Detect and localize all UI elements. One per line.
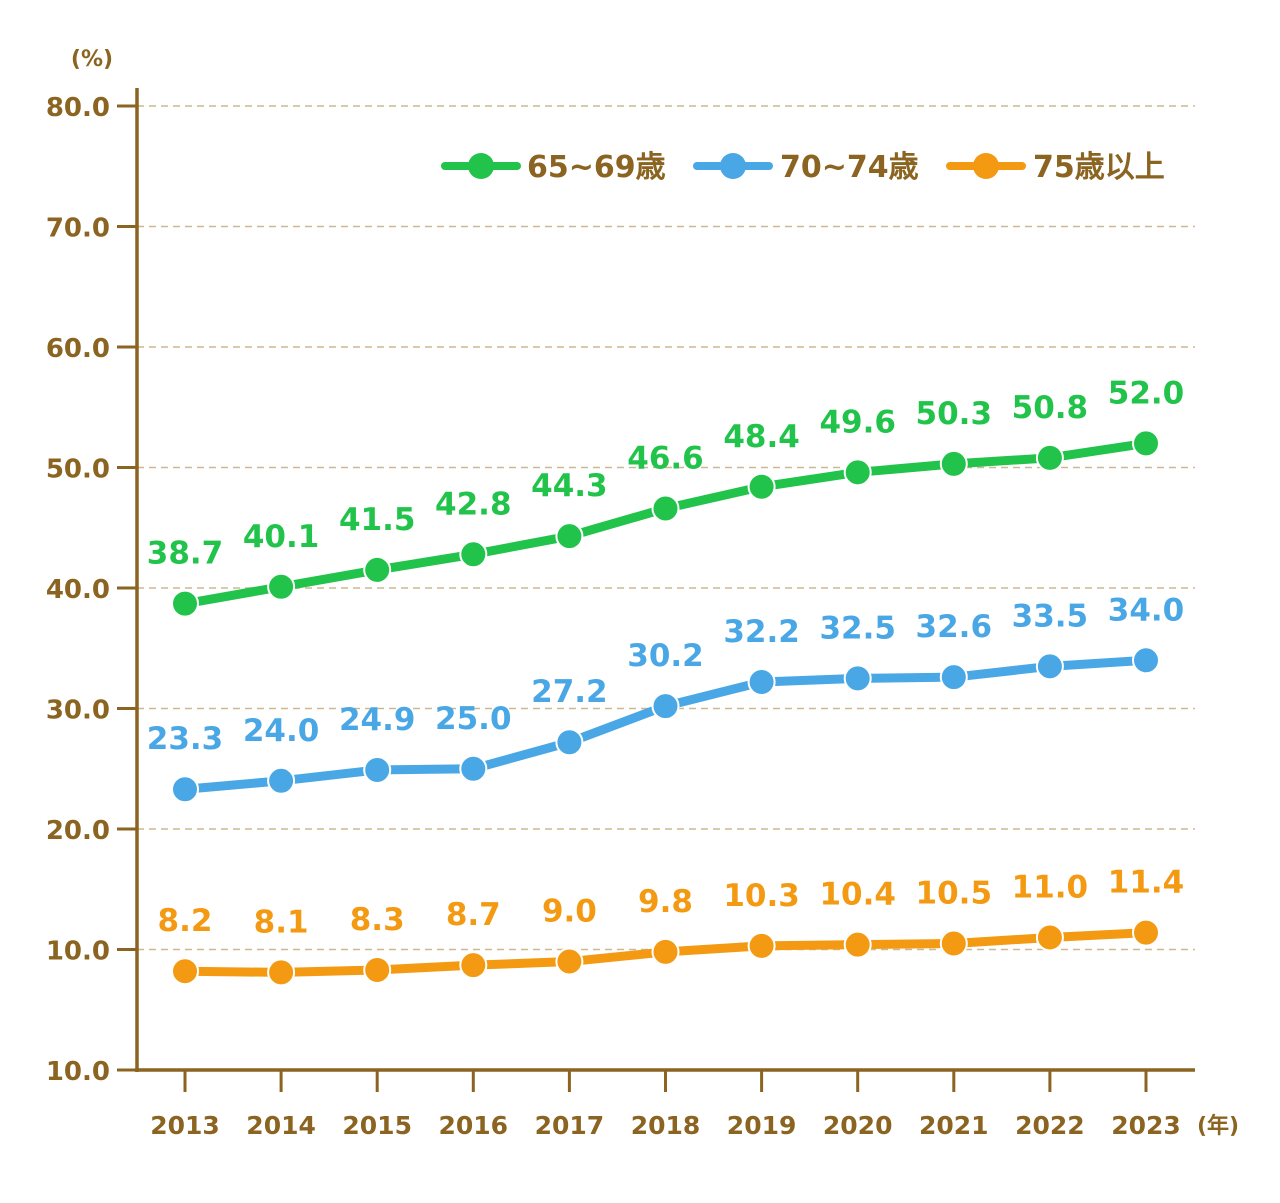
data-label: 32.5 xyxy=(819,610,896,646)
x-tick-label: 2019 xyxy=(727,1111,797,1140)
data-point xyxy=(363,555,392,584)
data-point xyxy=(1132,918,1160,947)
data-label: 50.8 xyxy=(1012,390,1089,426)
data-label: 10.4 xyxy=(819,877,896,913)
y-axis-label: (%) xyxy=(71,47,113,72)
legend-marker xyxy=(720,153,746,179)
data-label: 27.2 xyxy=(531,674,608,710)
data-label: 25.0 xyxy=(435,701,512,737)
data-label: 32.6 xyxy=(916,609,993,645)
data-point xyxy=(843,930,872,959)
data-point xyxy=(459,754,488,783)
data-label: 11.0 xyxy=(1012,869,1089,905)
x-tick-label: 2022 xyxy=(1015,1111,1085,1140)
data-label: 44.3 xyxy=(531,468,608,504)
data-label: 40.1 xyxy=(243,519,320,555)
data-label: 48.4 xyxy=(723,419,800,455)
x-tick-label: 2016 xyxy=(439,1111,509,1140)
x-tick-label: 2020 xyxy=(823,1111,893,1140)
series-line xyxy=(180,655,1151,794)
data-point xyxy=(747,472,776,501)
data-label: 52.0 xyxy=(1108,375,1185,411)
y-tick-label: 30.0 xyxy=(46,696,110,726)
data-label: 33.5 xyxy=(1012,598,1089,634)
legend-marker xyxy=(973,153,999,179)
data-point xyxy=(171,957,199,986)
data-label: 8.1 xyxy=(254,904,309,940)
x-tick-label: 2021 xyxy=(919,1111,989,1140)
data-point xyxy=(363,755,392,784)
x-tick-label: 2017 xyxy=(535,1111,605,1140)
data-point xyxy=(267,766,296,795)
legend-label: 65~69歳 xyxy=(527,150,666,185)
data-point xyxy=(1035,923,1064,952)
data-label: 50.3 xyxy=(916,396,993,432)
x-tick-label: 2015 xyxy=(342,1111,412,1140)
data-point xyxy=(267,572,296,601)
data-point xyxy=(747,931,776,960)
x-axis-label: (年) xyxy=(1197,1113,1239,1139)
data-point xyxy=(171,589,199,618)
data-point xyxy=(651,692,680,721)
data-point xyxy=(267,958,296,987)
y-tick-label: 80.0 xyxy=(46,93,110,123)
x-tick-label: 2013 xyxy=(150,1111,220,1140)
data-label: 8.3 xyxy=(350,902,405,938)
data-label: 38.7 xyxy=(147,536,224,572)
legend-marker xyxy=(468,153,494,179)
data-label: 30.2 xyxy=(627,638,704,674)
data-label: 49.6 xyxy=(819,404,896,440)
data-point xyxy=(939,929,968,958)
data-point xyxy=(1132,646,1160,675)
y-tick-label: 20.0 xyxy=(46,816,110,846)
legend-label: 75歳以上 xyxy=(1033,150,1165,185)
x-tick-label: 2023 xyxy=(1111,1111,1181,1140)
data-point xyxy=(843,458,872,487)
data-point xyxy=(555,728,584,757)
data-label: 34.0 xyxy=(1108,592,1185,628)
data-point xyxy=(1035,443,1064,472)
data-point xyxy=(363,955,392,984)
y-tick-label: 10.0 xyxy=(46,937,110,967)
data-point xyxy=(1132,429,1160,458)
data-point xyxy=(843,664,872,693)
data-point xyxy=(459,951,488,980)
data-point xyxy=(1035,652,1064,681)
data-point xyxy=(555,947,584,976)
data-label: 23.3 xyxy=(147,721,224,757)
data-label: 32.2 xyxy=(723,614,800,650)
data-label: 24.0 xyxy=(243,713,320,749)
data-label: 8.2 xyxy=(158,903,213,939)
data-point xyxy=(939,449,968,478)
data-label: 9.0 xyxy=(542,894,597,930)
y-tick-label: 10.0 xyxy=(46,1057,110,1087)
data-label: 10.5 xyxy=(916,875,993,911)
x-tick-label: 2014 xyxy=(246,1111,316,1140)
data-point xyxy=(747,667,776,696)
y-tick-label: 50.0 xyxy=(46,455,110,485)
data-label: 11.4 xyxy=(1108,865,1185,901)
data-point xyxy=(651,494,680,523)
y-tick-label: 40.0 xyxy=(46,575,110,605)
legend-label: 70~74歳 xyxy=(780,150,919,185)
data-point xyxy=(651,937,680,966)
x-tick-label: 2018 xyxy=(631,1111,701,1140)
y-tick-label: 70.0 xyxy=(46,214,110,244)
data-label: 10.3 xyxy=(723,878,800,914)
data-label: 42.8 xyxy=(435,486,512,522)
data-point xyxy=(459,540,488,569)
data-point xyxy=(171,775,199,804)
y-tick-label: 60.0 xyxy=(46,334,110,364)
data-point xyxy=(555,522,584,551)
data-label: 8.7 xyxy=(446,897,501,933)
data-label: 41.5 xyxy=(339,502,416,538)
data-point xyxy=(939,663,968,692)
data-label: 24.9 xyxy=(339,702,416,738)
data-label: 46.6 xyxy=(627,440,704,476)
data-label: 9.8 xyxy=(638,884,693,920)
